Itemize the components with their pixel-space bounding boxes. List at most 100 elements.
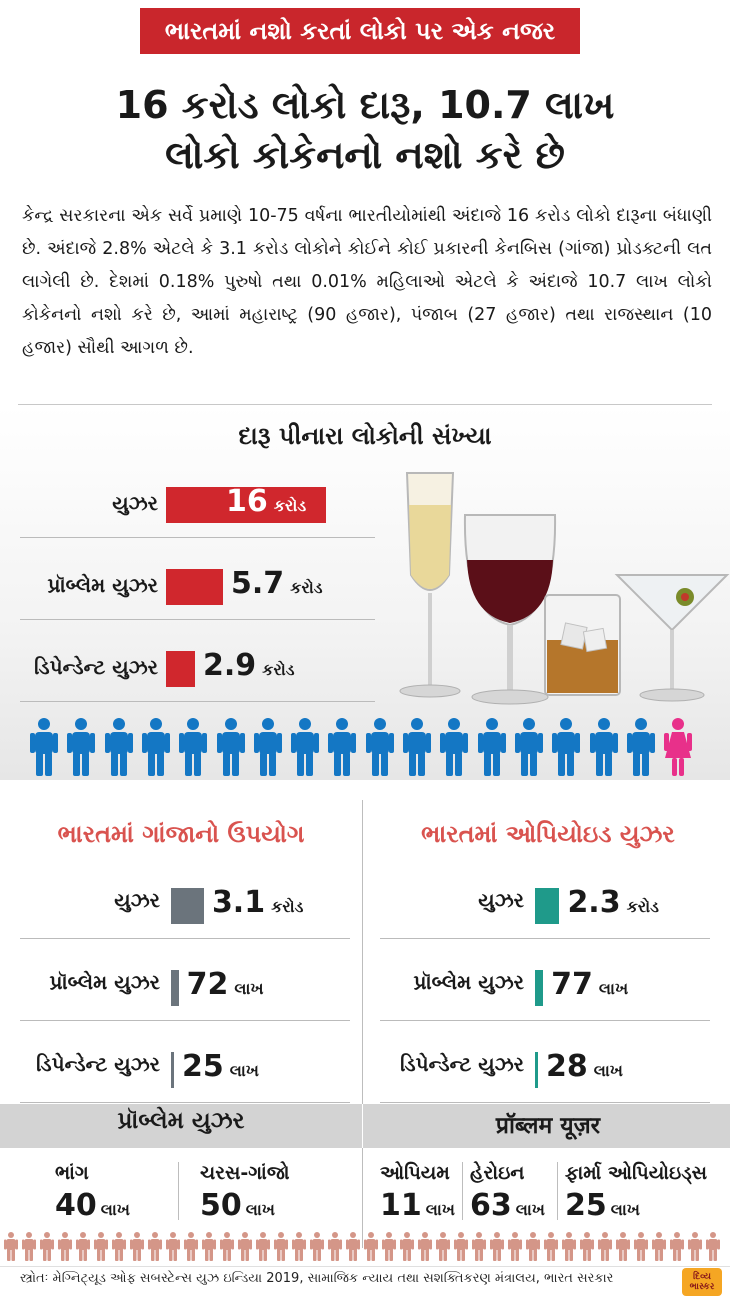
row-rule — [20, 619, 375, 620]
bar-value-label: 72 લાખ — [187, 967, 264, 1002]
stat-heroin-label: હેરોઇન — [470, 1162, 525, 1184]
bar-value: 72 — [186, 967, 229, 1002]
bar-value: 16 — [226, 484, 268, 519]
person-icon — [400, 1232, 414, 1263]
person-icon — [148, 1232, 162, 1263]
bar-category-label: યુઝર — [478, 888, 524, 912]
headline: 16 કરોડ લોકો દારૂ, 10.7 લાખ લોકો કોકેનનો… — [0, 80, 730, 180]
person-icon — [166, 1232, 180, 1263]
source-note: સ્ત્રોતઃ મેગ્નિટ્યૂડ ઓફ સબસ્ટેન્સ યુઝ ઇન… — [20, 1271, 614, 1286]
person-icon — [589, 718, 618, 780]
bar-category-label: ડિપેન્ડેન્ટ યુઝર — [400, 1052, 524, 1076]
person-icon — [328, 1232, 342, 1263]
logo-line-1: દિવ્ય — [693, 1272, 711, 1282]
stat-pharma-value: 25 લાખ — [565, 1188, 640, 1223]
person-icon — [634, 1232, 648, 1263]
person-icon — [652, 1232, 666, 1263]
stat-opium-value: 11 લાખ — [380, 1188, 455, 1223]
headline-line-1: 16 કરોડ લોકો દારૂ, 10.7 લાખ — [115, 83, 615, 127]
person-icon — [216, 718, 245, 780]
stat-charas-value: 50 લાખ — [200, 1188, 275, 1223]
person-icon — [598, 1232, 612, 1263]
headline-line-2: લોકો કોકેનનો નશો કરે છે — [165, 133, 565, 177]
female-person-icon — [664, 718, 693, 780]
person-icon — [436, 1232, 450, 1263]
bar-value: 5.7 — [231, 566, 285, 601]
bar-unit: લાખ — [593, 1061, 623, 1080]
person-icon — [30, 718, 58, 780]
bar — [166, 487, 326, 523]
person-icon — [256, 1232, 270, 1263]
person-icon — [112, 1232, 126, 1263]
bar — [171, 1052, 174, 1088]
person-icon — [562, 1232, 576, 1263]
bar — [535, 888, 560, 924]
bar-unit: કરોડ — [290, 578, 323, 597]
bar-unit: લાખ — [229, 1061, 259, 1080]
bar — [171, 970, 179, 1006]
row-rule — [380, 1102, 710, 1103]
person-icon — [67, 718, 96, 780]
bar-category-label: પ્રૉબ્લેમ યુઝર — [49, 970, 160, 994]
person-icon — [328, 718, 357, 780]
bar-category-label: પ્રૉબ્લેમ યુઝર — [413, 970, 524, 994]
wine-glass-icon — [463, 514, 557, 705]
person-icon — [141, 718, 170, 780]
stat-pharma-label: ફાર્મા ઓપિયોઇડ્સ — [565, 1162, 708, 1184]
bar-value: 2.9 — [203, 648, 257, 683]
person-icon — [382, 1232, 396, 1263]
bar — [166, 569, 223, 605]
stat-charas-label: ચરસ-ગાંજો — [200, 1162, 290, 1184]
person-icon — [4, 1232, 18, 1263]
person-icon — [220, 1232, 234, 1263]
person-icon — [291, 718, 320, 780]
drink-glasses-illustration — [399, 472, 730, 705]
bar-unit: કરોડ — [271, 897, 304, 916]
person-icon — [58, 1232, 72, 1263]
bar-value-label: 25 લાખ — [182, 1049, 259, 1084]
problem-user-band — [0, 1104, 730, 1148]
person-icon — [454, 1232, 468, 1263]
person-icon — [580, 1232, 594, 1263]
row-rule — [20, 701, 375, 702]
person-icon — [130, 1232, 144, 1263]
bar-value: 28 — [546, 1049, 588, 1084]
section-divider — [18, 404, 712, 405]
martini-glass-icon — [614, 574, 730, 702]
row-rule — [380, 938, 710, 939]
person-icon — [706, 1232, 720, 1263]
intro-paragraph: કેન્દ્ર સરકારના એક સર્વે પ્રમાણે 10-75 વ… — [22, 206, 712, 358]
bar-unit: લાખ — [234, 979, 264, 998]
row-rule — [20, 1020, 350, 1021]
person-icon — [274, 1232, 288, 1263]
person-icon — [94, 1232, 108, 1263]
person-icon — [514, 718, 543, 780]
person-icon — [104, 718, 133, 780]
person-icon — [202, 1232, 216, 1263]
person-icon — [616, 1232, 630, 1263]
person-icon — [418, 1232, 432, 1263]
stat-separator — [462, 1162, 463, 1220]
bar-value: 25 — [182, 1049, 224, 1084]
bar — [171, 888, 204, 924]
person-icon — [670, 1232, 684, 1263]
person-icon — [184, 1232, 198, 1263]
bar-value: 2.3 — [567, 885, 621, 920]
row-rule — [20, 1102, 350, 1103]
bar-value-label: 5.7 કરોડ — [231, 566, 323, 601]
person-icon — [310, 1232, 324, 1263]
bar — [166, 651, 195, 687]
opioid-problem-title: प्रॉब्लम यूज़र — [495, 1113, 601, 1139]
bar-value: 77 — [551, 967, 593, 1002]
person-icon — [292, 1232, 306, 1263]
logo-line-2: ભાસ્કર — [689, 1282, 715, 1292]
publisher-logo: દિવ્ય ભાસ્કર — [682, 1268, 722, 1296]
bar — [535, 970, 544, 1006]
row-rule — [380, 1020, 710, 1021]
person-icon — [238, 1232, 252, 1263]
stat-bhang-label: ભાંગ — [55, 1162, 89, 1184]
person-icon — [688, 1232, 702, 1263]
stat-separator — [557, 1162, 558, 1220]
bar-value-label: 3.1 કરોડ — [212, 885, 304, 920]
stat-separator — [178, 1162, 179, 1220]
